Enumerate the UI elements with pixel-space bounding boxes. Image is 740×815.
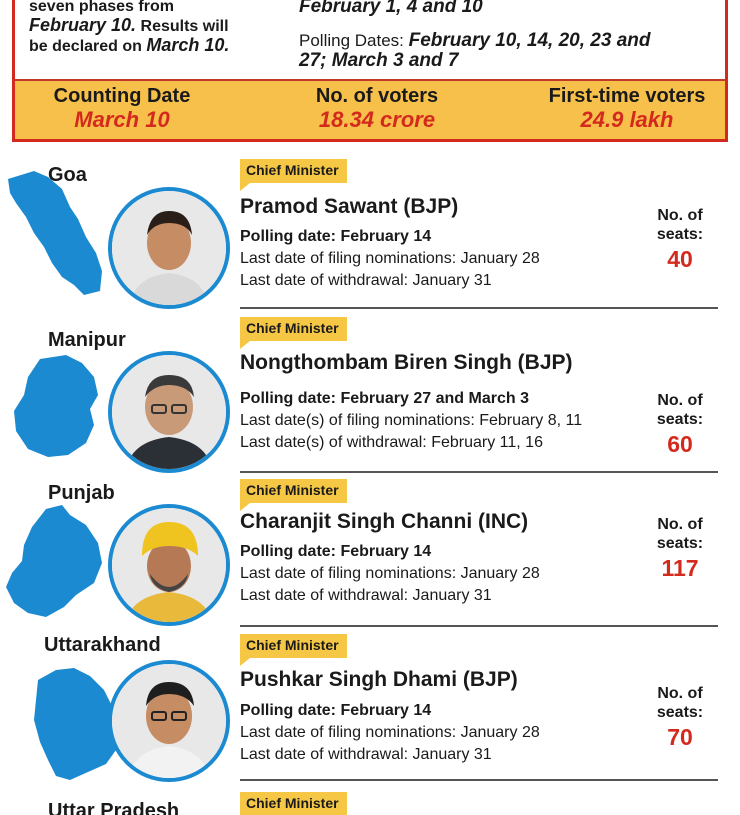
polling-dates-label: Polling Dates: [299, 31, 404, 50]
polling-date: Polling date: February 14 [240, 702, 432, 719]
seats-label-b: seats: [656, 411, 704, 428]
chief-minister-tag: Chief Minister [240, 159, 347, 191]
voters-label: No. of voters [315, 85, 439, 107]
manipur-map-icon [14, 355, 98, 457]
intro-line-2: Results will [140, 18, 229, 35]
cm-name: Pramod Sawant (BJP) [240, 195, 459, 218]
state-name: Manipur [48, 329, 126, 351]
counting-date-label: Counting Date [53, 85, 191, 107]
intro-line-3: be declared on [29, 38, 142, 55]
seats-number: 60 [667, 431, 693, 457]
intro-line-1: seven phases from [29, 0, 174, 15]
polling-date: Polling date: February 14 [240, 543, 432, 560]
seat-count: No. of seats: 60 [640, 391, 720, 459]
stats-banner: Counting Date March 10 No. of voters 18.… [15, 79, 725, 139]
cm-name: Charanjit Singh Channi (INC) [240, 510, 529, 533]
withdrawal-date: Last date of withdrawal: January 31 [240, 587, 492, 604]
counting-date-value: March 10 [74, 107, 170, 132]
polling-dates-b: 27; March 3 and 7 [299, 50, 459, 71]
seats-label-b: seats: [656, 704, 704, 721]
state-name: Uttarakhand [44, 634, 161, 656]
seat-count: No. of seats: 40 [640, 206, 720, 274]
chief-minister-tag: Chief Minister [240, 317, 347, 349]
election-dates: Polling date: February 14 Last date of f… [240, 541, 640, 607]
chief-minister-tag: Chief Minister [240, 792, 347, 815]
state-name: Goa [48, 164, 87, 186]
goa-map-icon [8, 171, 102, 295]
state-row-goa: Goa Chief Minister Pramod Sawant (BJP) P… [0, 155, 740, 315]
seats-number: 40 [667, 246, 693, 272]
punjab-map-icon [6, 505, 102, 617]
seats-label-a: No. of [657, 392, 703, 409]
election-dates: Polling date: February 14 Last date of f… [240, 700, 640, 766]
person-icon [112, 508, 226, 622]
nomination-date: Last date(s) of filing nominations: Febr… [240, 412, 583, 429]
counting-date-stat: Counting Date March 10 [27, 85, 217, 133]
nomination-date: Last date of filing nominations: January… [240, 724, 540, 741]
cm-portrait-avatar [108, 660, 230, 782]
polling-dates-a: February 10, 14, 20, 23 and [408, 30, 651, 51]
chief-minister-tag: Chief Minister [240, 479, 347, 511]
seat-count: No. of seats: 117 [640, 515, 720, 583]
chief-minister-tag: Chief Minister [240, 634, 347, 666]
nomination-date: Last date of filing nominations: January… [240, 565, 540, 582]
row-divider [240, 779, 718, 781]
state-name: Uttar Pradesh [48, 800, 180, 815]
person-icon [112, 664, 226, 778]
voters-stat: No. of voters 18.34 crore [277, 85, 477, 133]
seats-label-b: seats: [656, 535, 704, 552]
seats-number: 70 [667, 724, 693, 750]
first-time-voters-label: First-time voters [548, 85, 706, 107]
nomination-date: Last date of filing nominations: January… [240, 250, 540, 267]
cm-name: Pushkar Singh Dhami (BJP) [240, 668, 518, 691]
seats-label-a: No. of [657, 516, 703, 533]
withdrawal-date: Last date of withdrawal: January 31 [240, 272, 492, 289]
row-divider [240, 307, 718, 309]
row-divider [240, 625, 718, 627]
voters-value: 18.34 crore [318, 107, 436, 132]
withdrawal-date: Last date(s) of withdrawal: February 11,… [240, 434, 543, 451]
election-dates: Polling date: February 27 and March 3 La… [240, 388, 640, 454]
withdrawal-date: Last date of withdrawal: January 31 [240, 746, 492, 763]
result-date: March 10. [146, 35, 230, 55]
seats-number: 117 [661, 555, 699, 581]
state-row-uttarakhand: Uttarakhand Chief Minister Pushkar Singh… [0, 628, 740, 788]
state-row-manipur: Manipur Chief Minister Nongthombam Biren… [0, 313, 740, 473]
seats-label-b: seats: [656, 226, 704, 243]
phase-dates-line: February 1, 4 and 10 [299, 0, 483, 17]
intro-text: seven phases from February 10. Results w… [29, 0, 289, 56]
state-row-punjab: Punjab Chief Minister Charanjit Singh Ch… [0, 473, 740, 628]
polling-date: Polling date: February 27 and March 3 [240, 390, 529, 407]
cm-name: Nongthombam Biren Singh (BJP) [240, 351, 573, 374]
seats-label-a: No. of [657, 685, 703, 702]
person-icon [112, 191, 226, 305]
uttarakhand-map-icon [34, 668, 116, 780]
election-summary-box: seven phases from February 10. Results w… [12, 0, 728, 142]
seat-count: No. of seats: 70 [640, 684, 720, 752]
first-time-voters-stat: First-time voters 24.9 lakh [527, 85, 727, 133]
cm-portrait-avatar [108, 187, 230, 309]
cm-portrait-avatar [108, 504, 230, 626]
election-dates: Polling date: February 14 Last date of f… [240, 226, 640, 292]
person-icon [112, 355, 226, 469]
phase-dates: February 1, 4 and 10 Polling Dates: Febr… [299, 0, 719, 71]
state-name: Punjab [48, 482, 115, 504]
first-time-voters-value: 24.9 lakh [580, 107, 674, 132]
seats-label-a: No. of [657, 207, 703, 224]
polling-date: Polling date: February 14 [240, 228, 432, 245]
state-row-uttar-pradesh: Uttar Pradesh Chief Minister [0, 788, 740, 815]
row-divider [240, 471, 718, 473]
intro-date: February 10. [29, 15, 137, 35]
cm-portrait-avatar [108, 351, 230, 473]
